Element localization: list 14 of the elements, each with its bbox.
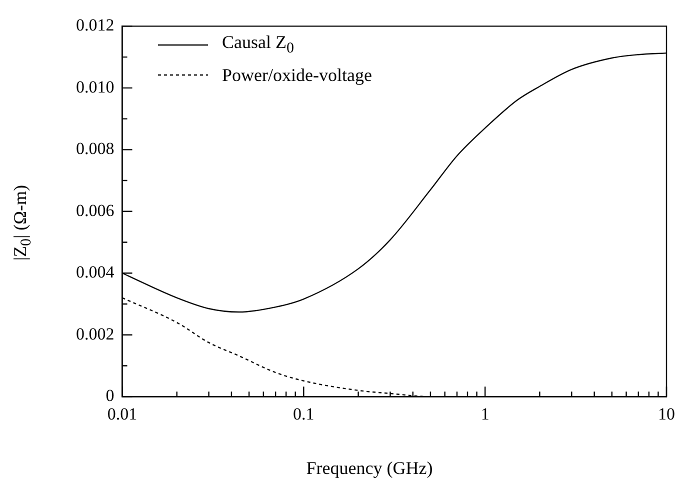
x-tick-label: 10 <box>658 404 675 424</box>
x-tick-label: 0.1 <box>293 404 314 424</box>
y-tick-label: 0.006 <box>76 200 114 220</box>
legend-label: Power/oxide-voltage <box>222 64 372 86</box>
y-tick-label: 0.010 <box>76 77 114 96</box>
y-tick-label: 0.012 <box>76 16 114 35</box>
x-tick-label: 0.01 <box>107 404 138 424</box>
legend-label: Causal Z$_{0}$ <box>222 32 294 58</box>
y-tick-label: 0.002 <box>76 324 114 344</box>
y-tick-label: 0.008 <box>76 139 114 158</box>
y-tick-label: 0 <box>106 386 114 406</box>
y-tick-label: 0.004 <box>76 262 115 282</box>
x-tick-label: 1 <box>480 404 490 424</box>
x-axis-title: Frequency (GHz) <box>305 458 434 479</box>
